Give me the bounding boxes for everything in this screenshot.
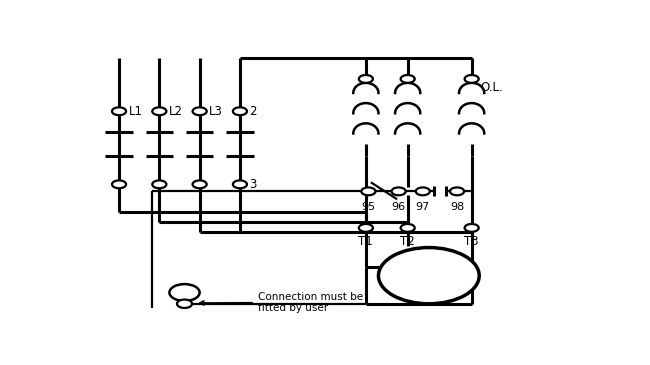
Text: Connection must be
fitted by user: Connection must be fitted by user	[200, 292, 363, 313]
Circle shape	[400, 224, 415, 232]
Circle shape	[450, 187, 464, 195]
Circle shape	[177, 300, 192, 308]
Text: 2: 2	[250, 105, 257, 118]
Circle shape	[391, 187, 406, 195]
Circle shape	[112, 107, 126, 115]
Text: L2: L2	[169, 105, 183, 118]
Text: O.L.: O.L.	[481, 81, 504, 94]
Circle shape	[359, 75, 373, 83]
Text: 3: 3	[250, 178, 257, 191]
Circle shape	[359, 224, 373, 232]
Text: T1: T1	[359, 235, 373, 248]
Circle shape	[152, 107, 166, 115]
Circle shape	[152, 180, 166, 188]
Text: 95: 95	[361, 202, 376, 212]
Text: Motor: Motor	[406, 269, 452, 283]
Circle shape	[416, 187, 430, 195]
Circle shape	[465, 224, 478, 232]
Circle shape	[400, 75, 415, 83]
Text: 96: 96	[391, 202, 406, 212]
Circle shape	[112, 180, 126, 188]
Text: L1: L1	[129, 105, 142, 118]
Text: L3: L3	[209, 105, 223, 118]
Circle shape	[233, 180, 247, 188]
Circle shape	[361, 187, 376, 195]
Text: 97: 97	[415, 202, 430, 212]
Text: T2: T2	[400, 235, 415, 248]
Circle shape	[465, 75, 478, 83]
Circle shape	[192, 107, 207, 115]
Circle shape	[233, 107, 247, 115]
Circle shape	[170, 284, 200, 301]
Circle shape	[378, 247, 479, 304]
Text: T3: T3	[464, 235, 479, 248]
Text: 98: 98	[450, 202, 464, 212]
Circle shape	[192, 180, 207, 188]
